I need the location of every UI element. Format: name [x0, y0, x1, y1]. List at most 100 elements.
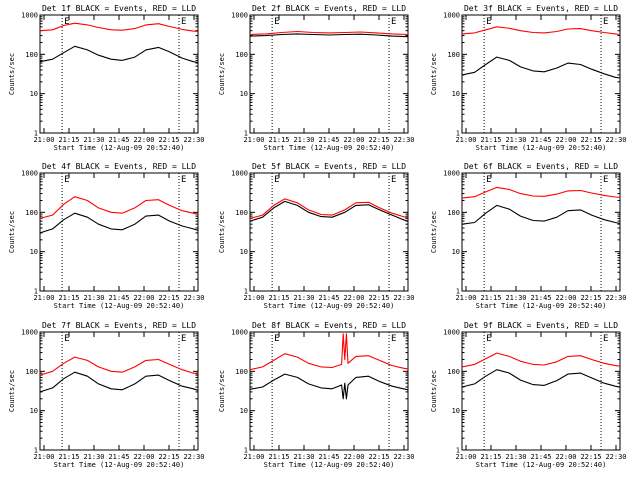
y-tick-label: 10: [240, 90, 248, 98]
x-tick-label: 21:15: [58, 294, 79, 302]
y-tick-label: 1000: [443, 329, 460, 337]
y-tick-label: 10: [240, 407, 248, 415]
plot-frame: [39, 172, 199, 292]
event-marker-label: E: [181, 175, 186, 185]
x-tick-label: 21:00: [33, 294, 54, 302]
x-tick-label: 22:30: [393, 294, 414, 302]
plot-panel: Det 8f BLACK = Events, RED = LLD E E 1 10 100…: [218, 321, 415, 469]
series-line: [249, 200, 409, 222]
x-tick-label: 22:00: [133, 136, 154, 144]
x-axis-label: Start Time (12-Aug-09 20:52:40): [476, 461, 607, 469]
x-axis-label: Start Time (12-Aug-09 20:52:40): [264, 144, 395, 152]
plot-panel: Det 6f BLACK = Events, RED = LLD E E 1 10 100…: [430, 162, 627, 310]
series-line: [249, 198, 409, 219]
y-tick-label: 100: [447, 368, 460, 376]
y-tick-label: 1000: [21, 329, 38, 337]
x-tick-label: 21:45: [108, 136, 129, 144]
x-tick-label: 22:15: [158, 136, 179, 144]
x-axis-label: Start Time (12-Aug-09 20:52:40): [476, 302, 607, 310]
x-tick-label: 21:30: [83, 136, 104, 144]
plot-title: Det 7f BLACK = Events, RED = LLD: [42, 321, 196, 330]
x-tick-label: 21:45: [530, 453, 551, 461]
x-tick-label: 21:00: [455, 453, 476, 461]
plot-frame: [39, 331, 199, 451]
plot-title: Det 1f BLACK = Events, RED = LLD: [42, 4, 196, 13]
x-tick-label: 21:15: [268, 453, 289, 461]
x-tick-label: 21:30: [505, 453, 526, 461]
x-tick-label: 21:15: [480, 136, 501, 144]
plot-panel: Det 3f BLACK = Events, RED = LLD E E 1 10 100…: [430, 4, 627, 152]
y-tick-label: 100: [25, 368, 38, 376]
y-tick-label: 1: [244, 447, 248, 455]
series-line: [461, 369, 621, 388]
y-tick-label: 100: [447, 209, 460, 217]
x-axis-label: Start Time (12-Aug-09 20:52:40): [264, 302, 395, 310]
y-tick-label: 100: [447, 51, 460, 59]
plot-panel: Det 9f BLACK = Events, RED = LLD E E 1 10 100…: [430, 321, 627, 469]
y-tick-label: 1000: [231, 329, 248, 337]
x-tick-label: 21:45: [530, 294, 551, 302]
x-tick-label: 21:45: [318, 294, 339, 302]
x-tick-label: 21:15: [480, 294, 501, 302]
x-tick-label: 21:30: [293, 453, 314, 461]
y-axis-label: Counts/sec: [218, 211, 226, 253]
x-tick-label: 21:45: [530, 136, 551, 144]
event-marker-label: E: [486, 175, 491, 185]
x-tick-label: 21:15: [268, 136, 289, 144]
x-tick-label: 22:30: [605, 453, 626, 461]
x-tick-label: 21:45: [108, 453, 129, 461]
series-line: [249, 373, 409, 400]
x-axis-label: Start Time (12-Aug-09 20:52:40): [54, 144, 185, 152]
x-tick-label: 22:15: [158, 453, 179, 461]
x-tick-label: 21:30: [83, 453, 104, 461]
plot-title: Det 6f BLACK = Events, RED = LLD: [464, 162, 618, 171]
y-tick-label: 1000: [231, 12, 248, 20]
x-tick-label: 22:30: [393, 136, 414, 144]
x-tick-label: 21:15: [58, 136, 79, 144]
plot-title: Det 2f BLACK = Events, RED = LLD: [252, 4, 406, 13]
series-line: [39, 45, 199, 64]
event-marker-label: E: [486, 334, 491, 344]
x-tick-label: 22:15: [580, 294, 601, 302]
plot-title: Det 5f BLACK = Events, RED = LLD: [252, 162, 406, 171]
y-tick-label: 1000: [443, 12, 460, 20]
series-line: [461, 186, 621, 199]
x-tick-label: 21:00: [455, 294, 476, 302]
series-line: [39, 212, 199, 234]
y-axis-label: Counts/sec: [218, 370, 226, 412]
y-tick-label: 1: [244, 288, 248, 296]
x-tick-label: 22:00: [555, 294, 576, 302]
event-marker-label: E: [181, 334, 186, 344]
x-tick-label: 21:15: [480, 453, 501, 461]
event-marker-label: E: [391, 175, 396, 185]
x-tick-label: 22:00: [343, 453, 364, 461]
x-tick-label: 22:30: [183, 294, 204, 302]
plot-panel: Det 2f BLACK = Events, RED = LLD E E 1 10 100…: [218, 4, 415, 152]
series-line: [461, 352, 621, 368]
series-line: [461, 26, 621, 36]
event-marker-label: E: [274, 17, 279, 27]
y-tick-label: 1: [456, 288, 460, 296]
plot-title: Det 8f BLACK = Events, RED = LLD: [252, 321, 406, 330]
plot-frame: [461, 331, 621, 451]
y-tick-label: 10: [452, 248, 460, 256]
series-line: [249, 30, 409, 36]
plot-panel: Det 7f BLACK = Events, RED = LLD E E 1 10 100…: [8, 321, 205, 469]
x-tick-label: 22:00: [133, 453, 154, 461]
plot-panel: Det 4f BLACK = Events, RED = LLD E E 1 10 100…: [8, 162, 205, 310]
x-tick-label: 22:15: [580, 453, 601, 461]
plot-panel: Det 1f BLACK = Events, RED = LLD E E 1 10 100…: [8, 4, 205, 152]
event-marker-label: E: [64, 17, 69, 27]
x-tick-label: 21:00: [33, 136, 54, 144]
x-tick-label: 22:00: [555, 136, 576, 144]
x-tick-label: 21:00: [243, 136, 264, 144]
x-tick-label: 22:00: [343, 294, 364, 302]
x-tick-label: 22:15: [580, 136, 601, 144]
x-tick-label: 22:30: [605, 136, 626, 144]
series-line: [249, 33, 409, 38]
event-marker-label: E: [274, 175, 279, 185]
plot-title: Det 9f BLACK = Events, RED = LLD: [464, 321, 618, 330]
event-marker-label: E: [64, 175, 69, 185]
x-tick-label: 21:45: [318, 453, 339, 461]
x-tick-label: 21:15: [268, 294, 289, 302]
